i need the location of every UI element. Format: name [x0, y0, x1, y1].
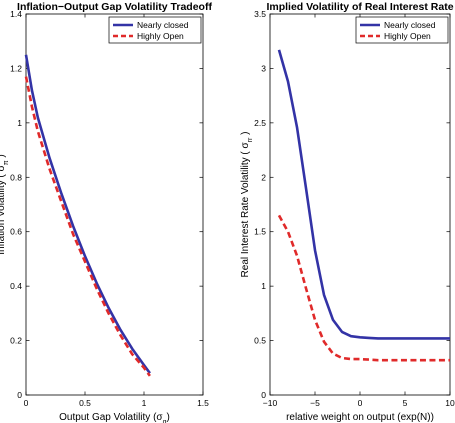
y-tick-label: 1.5: [254, 227, 266, 237]
x-axis-label-paren-open: (σ: [150, 412, 163, 423]
y-axis-label-subscript: rr: [247, 137, 254, 142]
x-axis-label: relative weight on output (exp(N)): [286, 412, 434, 423]
y-tick-label: 0.4: [10, 281, 22, 291]
y-tick-label: 3: [261, 63, 266, 73]
plot-frame: [25, 13, 204, 396]
y-axis-label-paren-open: ( σ: [240, 142, 251, 158]
x-tick-label: 5: [403, 398, 408, 408]
y-tick-label: 0.5: [254, 336, 266, 346]
legend-entry: Highly Open: [137, 31, 184, 41]
series-line-highly-open: [24, 76, 151, 377]
y-axis-label-paren-close: ): [240, 132, 251, 138]
legend-box: [108, 16, 202, 44]
chart-title: Implied Volatility of Real Interest Rate: [266, 1, 453, 13]
y-tick-label: 2.5: [254, 118, 266, 128]
series-line-nearly-closed: [24, 54, 151, 374]
legend-entry: Highly Open: [384, 31, 431, 41]
x-axis-label-subscript: g: [163, 419, 167, 423]
y-axis-label-text: Inflation Volatility: [0, 180, 7, 255]
y-axis-label: Real Interest Rate Volatility ( σrr ): [240, 132, 254, 278]
y-tick-label: 0.8: [10, 172, 22, 182]
legend-entry: Nearly closed: [384, 20, 436, 30]
legend-box: [355, 16, 449, 44]
legend-entry: Nearly closed: [137, 20, 189, 30]
x-tick-label: 0: [358, 398, 363, 408]
chart-panel-2: Implied Volatility of Real Interest Rate…: [240, 1, 455, 423]
x-tick-label: 0.5: [79, 398, 91, 408]
x-axis-label: Output Gap Volatility (σg): [59, 412, 170, 423]
x-tick-label: 1: [142, 398, 147, 408]
x-tick-label: −5: [310, 398, 320, 408]
y-tick-label: 3.5: [254, 9, 266, 19]
chart-title: Inflation−Output Gap Volatility Tradeoff: [17, 1, 212, 13]
y-axis-label-paren-close: ): [0, 154, 7, 160]
y-axis-label: Inflation Volatility ( σπ ): [0, 154, 10, 255]
x-axis-label-text: relative weight on output (exp(N)): [286, 412, 434, 423]
series-line-highly-open: [277, 214, 450, 362]
y-axis-label-subscript: π: [3, 160, 10, 165]
y-tick-label: 1: [261, 281, 266, 291]
chart-panel-1: Inflation−Output Gap Volatility Tradeoff…: [0, 1, 212, 423]
series-line-nearly-closed: [277, 49, 450, 340]
y-tick-label: 0.6: [10, 227, 22, 237]
y-tick-label: 1.2: [10, 63, 22, 73]
y-tick-label: 1.4: [10, 9, 22, 19]
x-tick-label: 10: [445, 398, 455, 408]
y-axis-label-text: Real Interest Rate Volatility: [240, 157, 251, 277]
y-tick-label: 2: [261, 172, 266, 182]
y-axis-label-paren-open: ( σ: [0, 164, 7, 180]
y-tick-label: 0: [261, 390, 266, 400]
y-tick-label: 0.2: [10, 336, 22, 346]
x-axis-label-text: Output Gap Volatility: [59, 412, 150, 423]
x-axis-label-paren-close: ): [167, 412, 170, 423]
x-tick-label: 0: [24, 398, 29, 408]
x-tick-label: 1.5: [197, 398, 209, 408]
y-tick-label: 1: [17, 118, 22, 128]
plot-frame: [269, 13, 451, 396]
x-tick-label: −10: [263, 398, 278, 408]
y-tick-label: 0: [17, 390, 22, 400]
